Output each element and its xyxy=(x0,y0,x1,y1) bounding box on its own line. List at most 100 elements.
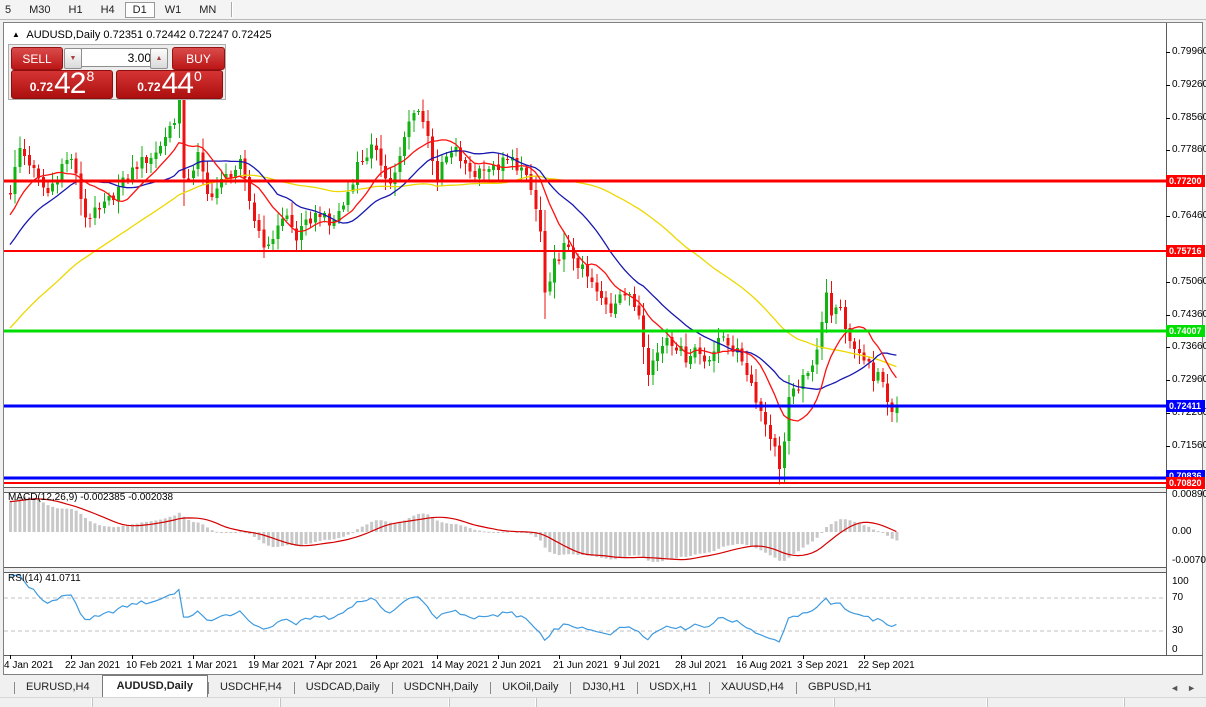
chart-tab-eurusd-h4[interactable]: EURUSD,H4 xyxy=(14,678,102,697)
date-axis-label: 1 Mar 2021 xyxy=(187,660,238,671)
date-axis-label: 3 Sep 2021 xyxy=(797,660,849,671)
date-axis-label: 19 Mar 2021 xyxy=(248,660,305,671)
chart-tab-dj30-h1[interactable]: DJ30,H1 xyxy=(570,678,637,697)
chart-tab-usdx-h1[interactable]: USDX,H1 xyxy=(637,678,709,697)
chart-tab-usdcad-daily[interactable]: USDCAD,Daily xyxy=(293,678,392,697)
sell-price-big: 42 xyxy=(54,67,86,100)
status-segment xyxy=(537,698,835,707)
status-segment xyxy=(835,698,988,707)
date-axis-tick xyxy=(10,655,11,659)
rsi-indicator-label: RSI(14) 41.0711 xyxy=(8,573,81,584)
chart-tab-ukoil-daily[interactable]: UKOil,Daily xyxy=(490,678,570,697)
timeframe-button-h1[interactable]: H1 xyxy=(68,3,83,16)
date-axis-tick xyxy=(742,655,743,659)
timeframe-button-w1[interactable]: W1 xyxy=(164,3,182,16)
price-axis-label: 0.73660 xyxy=(1172,341,1206,352)
price-axis-label: 0.76460 xyxy=(1172,210,1206,221)
status-segment xyxy=(93,698,281,707)
macd-axis-label: 0.008904 xyxy=(1172,489,1206,500)
buy-price-sup: 0 xyxy=(193,68,202,84)
price-axis-label: 0.77860 xyxy=(1172,144,1206,155)
one-click-trading-panel: SELL ▼ ▲ BUY 0.72 42 8 0.72 44 0 xyxy=(8,44,226,100)
timeframe-button-d1[interactable]: D1 xyxy=(124,1,155,18)
date-axis-tick xyxy=(803,655,804,659)
date-axis-label: 16 Aug 2021 xyxy=(736,660,793,671)
price-axis-border xyxy=(1166,23,1167,655)
ohlc-close: 0.72425 xyxy=(231,29,272,41)
date-axis-tick xyxy=(437,655,438,659)
date-axis-tick xyxy=(71,655,72,659)
timeframe-toolbar: 5 M30 H1 H4 D1 W1 MN xyxy=(0,0,1206,20)
macd-layer xyxy=(9,496,899,562)
date-axis-tick xyxy=(315,655,316,659)
price-axis-label: 0.79960 xyxy=(1172,46,1206,57)
chart-tab-gbpusd-h1[interactable]: GBPUSD,H1 xyxy=(795,678,884,697)
price-axis-tick xyxy=(1166,413,1170,414)
date-axis-label: 7 Apr 2021 xyxy=(309,660,358,671)
price-axis-tick xyxy=(1166,315,1170,316)
macd-axis-label: 0.00 xyxy=(1172,526,1192,537)
volume-increase-button[interactable]: ▲ xyxy=(150,48,168,69)
date-axis-label: 28 Jul 2021 xyxy=(675,660,727,671)
volume-input[interactable] xyxy=(81,48,155,67)
horizontal-lines-layer xyxy=(4,179,1166,484)
rsi-axis-label: 0 xyxy=(1172,644,1178,655)
rsi-pane-divider[interactable] xyxy=(4,567,1166,573)
price-line-badge: 0.74007 xyxy=(1166,325,1205,337)
price-axis-tick xyxy=(1166,118,1170,119)
rsi-axis-label: 70 xyxy=(1172,592,1184,603)
date-axis-tick xyxy=(620,655,621,659)
rsi-axis-label: 100 xyxy=(1172,576,1189,587)
status-segment xyxy=(0,698,93,707)
ohlc-low: 0.72247 xyxy=(189,29,229,41)
tab-scroll-left-icon[interactable]: ◄ xyxy=(1170,683,1180,693)
date-axis-border xyxy=(4,655,1203,656)
chart-tab-audusd-daily[interactable]: AUDUSD,Daily xyxy=(101,675,208,697)
chart-tab-usdchf-h4[interactable]: USDCHF,H4 xyxy=(207,678,294,697)
price-line-badge: 0.72411 xyxy=(1166,400,1205,412)
sell-button[interactable]: SELL xyxy=(11,47,63,70)
date-axis-tick xyxy=(254,655,255,659)
price-axis-label: 0.79260 xyxy=(1172,79,1206,90)
symbol-arrow-icon: ▲ xyxy=(12,30,20,39)
date-axis-label: 22 Jan 2021 xyxy=(65,660,121,671)
buy-price-display[interactable]: 0.72 44 0 xyxy=(116,67,223,100)
date-axis-tick xyxy=(132,655,133,659)
date-axis-label: 4 Jan 2021 xyxy=(4,660,54,671)
volume-decrease-button[interactable]: ▼ xyxy=(64,48,82,69)
price-axis-tick xyxy=(1166,380,1170,381)
date-axis-tick xyxy=(681,655,682,659)
status-segment xyxy=(281,698,450,707)
date-axis-tick xyxy=(559,655,560,659)
buy-price-prefix: 0.72 xyxy=(137,80,161,94)
buy-button[interactable]: BUY xyxy=(172,47,225,70)
timeframe-button-5[interactable]: 5 xyxy=(5,3,12,16)
timeframe-button-m30[interactable]: M30 xyxy=(29,3,51,16)
date-axis-tick xyxy=(498,655,499,659)
chart-tab-xauusd-h4[interactable]: XAUUSD,H4 xyxy=(708,678,796,697)
date-axis-label: 22 Sep 2021 xyxy=(858,660,915,671)
date-axis-tick xyxy=(193,655,194,659)
date-axis-label: 14 May 2021 xyxy=(431,660,489,671)
buy-price-big: 44 xyxy=(161,67,194,100)
timeframe-button-h4[interactable]: H4 xyxy=(100,3,115,16)
chart-tab-bar: EURUSD,H4 AUDUSD,Daily USDCHF,H4 USDCAD,Dai… xyxy=(0,675,1206,697)
date-axis-label: 2 Jun 2021 xyxy=(492,660,542,671)
tab-scroll-right-icon[interactable]: ► xyxy=(1187,683,1196,693)
candlestick-layer xyxy=(9,62,899,485)
timeframe-button-mn[interactable]: MN xyxy=(199,3,217,16)
price-axis-label: 0.74360 xyxy=(1172,309,1206,320)
chart-tab-usdcnh-daily[interactable]: USDCNH,Daily xyxy=(391,678,491,697)
chart-window[interactable] xyxy=(3,22,1203,675)
price-line-badge: 0.75716 xyxy=(1166,245,1205,257)
date-axis-label: 21 Jun 2021 xyxy=(553,660,609,671)
price-line-badge: 0.70820 xyxy=(1166,477,1205,489)
rsi-axis-label: 30 xyxy=(1172,625,1184,636)
price-axis-label: 0.78560 xyxy=(1172,112,1206,123)
macd-pane-divider[interactable] xyxy=(4,487,1166,493)
price-chart-canvas[interactable] xyxy=(4,23,1166,655)
price-axis-label: 0.72960 xyxy=(1172,374,1206,385)
date-axis-tick xyxy=(864,655,865,659)
price-axis-label: 0.72260 xyxy=(1172,407,1206,418)
sell-price-display[interactable]: 0.72 42 8 xyxy=(11,67,113,100)
